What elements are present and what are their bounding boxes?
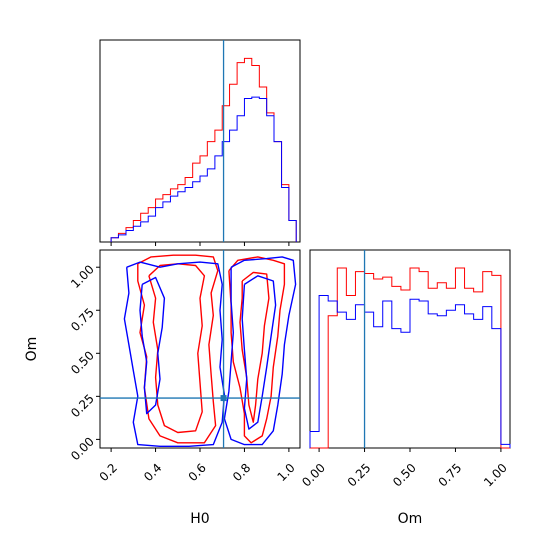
om-marginal-panel: [309, 250, 511, 449]
joint-xtick-label-4: 1.0: [274, 461, 297, 484]
contour-series-1-level-1: [137, 254, 219, 444]
y-axis-label-om: Om: [24, 337, 40, 362]
om-marginal-xtick-label-4: 1.00: [481, 461, 510, 490]
om-hist-series-1: [310, 267, 510, 449]
contour-series-2-level-4: [241, 275, 277, 430]
joint-contours: [123, 254, 297, 447]
contour-series-1-level-4: [239, 271, 270, 423]
h0-hist-series-2: [110, 96, 297, 242]
joint-ytick-label-0: 0.00: [68, 434, 97, 463]
joint-ytick-label-4: 1.00: [68, 262, 97, 291]
joint-ytick-label-1: 0.25: [68, 391, 97, 420]
h0-hist-series-1: [110, 57, 297, 242]
om-marginal-xtick-label-0: 0.00: [299, 461, 328, 490]
om-marginal-xtick-label-2: 0.50: [390, 461, 419, 490]
x-axis-label-om: Om: [398, 511, 423, 527]
x-axis-label-h0: H0: [190, 511, 209, 527]
h0-marginal-frame: [99, 39, 301, 243]
joint-panel: [100, 250, 300, 448]
joint-xtick-label-2: 0.6: [186, 461, 209, 484]
joint-xtick-label-3: 0.8: [230, 461, 253, 484]
om-marginal-xtick-label-1: 0.25: [345, 461, 374, 490]
om-marginal-xtick-label-3: 0.75: [436, 461, 465, 490]
contour-series-2-level-3: [223, 256, 297, 446]
contour-series-1-level-2: [148, 263, 206, 434]
joint-xtick-label-1: 0.4: [141, 461, 164, 484]
h0-marginal-panel: [110, 40, 297, 242]
contour-series-2-level-1: [123, 261, 226, 447]
tick-layer: 0.00 0.25 0.50 0.75 1.000.2 0.4 0.6 0.8 1.00.000…: [68, 242, 510, 489]
contour-series-2-level-2: [139, 276, 166, 415]
joint-ytick-label-2: 0.50: [68, 348, 97, 377]
joint-ytick-label-3: 0.75: [68, 305, 97, 334]
joint-truth-marker: [220, 395, 227, 402]
contour-series-1-level-3: [228, 256, 286, 444]
joint-xtick-label-0: 0.2: [97, 461, 120, 484]
om-hist-series-2: [309, 295, 511, 448]
